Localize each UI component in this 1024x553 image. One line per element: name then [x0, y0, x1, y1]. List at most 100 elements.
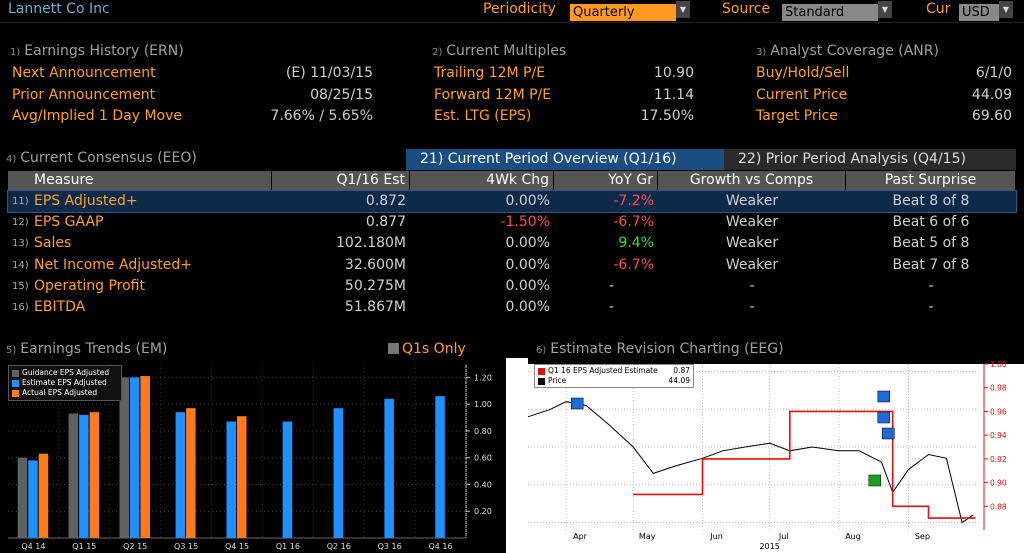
anr-label-1: Current Price: [756, 87, 848, 103]
chevron-down-icon: ▼: [878, 1, 892, 18]
trends-legend: Guidance EPS Adjusted Estimate EPS Adjus…: [8, 365, 122, 401]
bar-estimate: [282, 421, 293, 538]
table-row[interactable]: 14) Net Income Adjusted+ 32.600M 0.00% -…: [8, 255, 1016, 276]
currency-dropdown[interactable]: USD ▼: [959, 1, 1013, 21]
source-dropdown[interactable]: Standard ▼: [782, 1, 892, 21]
row-comps: Weaker: [725, 214, 779, 230]
row-surprise: Beat 7 of 8: [892, 257, 970, 273]
legend-item-estimate-line: Q1 16 EPS Adjusted Estimate 0.87: [538, 366, 690, 376]
anr-section-title[interactable]: 3) Analyst Coverage (ANR): [756, 43, 939, 59]
row-chg: 0.00%: [505, 235, 550, 251]
price-line: [527, 401, 974, 524]
row-index: 15): [12, 281, 29, 292]
tab-current-period[interactable]: 21) Current Period Overview (Q1/16): [406, 149, 724, 170]
bar-guidance: [17, 457, 28, 538]
x-tick-label: Aug: [845, 532, 861, 541]
ern-section-title[interactable]: 1) Earnings History (ERN): [10, 43, 184, 59]
anr-label-2: Target Price: [756, 108, 838, 124]
chevron-down-icon: ▼: [999, 1, 1013, 18]
trends-section-title[interactable]: 5) Earnings Trends (EM): [6, 341, 168, 357]
bar-estimate: [129, 377, 140, 538]
row-index: 13): [12, 238, 29, 249]
y-tick-label: 0.60: [474, 454, 492, 463]
tab-prior-period[interactable]: 22) Prior Period Analysis (Q4/15): [724, 149, 1016, 170]
row-measure: EPS GAAP: [34, 214, 104, 230]
row-yoy: -: [608, 278, 614, 294]
col-yoy-gr[interactable]: YoY Gr: [554, 171, 658, 190]
ern-label-0: Next Announcement: [12, 65, 156, 81]
header-divider: [0, 22, 1024, 23]
right-tick-label: 0.94: [990, 431, 1007, 440]
col-measure[interactable]: Measure: [8, 171, 272, 190]
multiples-label-1: Forward 12M P/E: [434, 87, 552, 103]
col-past-surprise[interactable]: Past Surprise: [846, 171, 1016, 190]
x-tick-label: Jun: [709, 532, 723, 541]
checkbox-icon: [388, 343, 399, 354]
row-comps: Weaker: [725, 193, 779, 209]
row-surprise: Beat 6 of 6: [892, 214, 970, 230]
event-marker-icon: [570, 397, 584, 410]
periodicity-value: Quarterly: [570, 4, 676, 21]
multiples-label-0: Trailing 12M P/E: [434, 65, 546, 81]
currency-value: USD: [959, 4, 999, 21]
row-comps: Weaker: [725, 235, 779, 251]
anr-value-2: 69.60: [971, 108, 1012, 124]
x-tick-label: Apr: [573, 532, 588, 541]
revision-section-title[interactable]: 6) Estimate Revision Charting (EEG): [536, 341, 784, 357]
bar-estimate: [333, 408, 344, 538]
table-row[interactable]: 11) EPS Adjusted+ 0.872 0.00% -7.2% Weak…: [7, 190, 1017, 213]
row-surprise: -: [928, 278, 934, 294]
multiples-label-2: Est. LTG (EPS): [434, 108, 532, 124]
right-axis-background: [980, 364, 1024, 530]
col-est[interactable]: Q1/16 Est: [272, 171, 410, 190]
row-surprise: Beat 5 of 8: [892, 235, 970, 251]
row-index: 16): [12, 302, 29, 313]
x-tick-label: May: [639, 532, 656, 541]
consensus-section-title[interactable]: 4) Current Consensus (EEO): [6, 150, 197, 166]
row-measure: EBITDA: [34, 299, 86, 315]
row-chg: 0.00%: [505, 278, 550, 294]
row-measure: Net Income Adjusted+: [34, 257, 192, 273]
table-row[interactable]: 15) Operating Profit 50.275M 0.00% - - -: [8, 276, 1016, 297]
table-row[interactable]: 13) Sales 102.180M 0.00% 9.4% Weaker Bea…: [8, 233, 1016, 254]
table-row[interactable]: 12) EPS GAAP 0.877 -1.50% -6.7% Weaker B…: [8, 212, 1016, 233]
row-surprise: Beat 8 of 8: [892, 193, 970, 209]
source-value: Standard: [782, 4, 878, 21]
bar-estimate: [226, 421, 236, 538]
multiples-value-0: 10.90: [653, 65, 694, 81]
y-tick-label: 1.20: [474, 373, 492, 382]
col-growth-vs-comps[interactable]: Growth vs Comps: [658, 171, 846, 190]
col-4wk-chg[interactable]: 4Wk Chg: [410, 171, 554, 190]
row-measure: Sales: [34, 235, 72, 251]
y-tick-label: 0.80: [474, 427, 492, 436]
bar-estimate: [384, 398, 394, 538]
source-label: Source: [722, 1, 771, 17]
right-tick-label: 0.98: [990, 384, 1007, 393]
row-yoy: -7.2%: [613, 193, 654, 209]
multiples-section-title[interactable]: 2) Current Multiples: [432, 43, 567, 59]
bar-actual: [186, 408, 196, 538]
row-index: 11): [12, 196, 29, 207]
event-marker-icon: [877, 390, 891, 403]
row-index: 14): [12, 260, 29, 271]
row-yoy: -6.7%: [613, 257, 654, 273]
right-tick-label: 0.92: [990, 455, 1007, 464]
multiples-value-1: 11.14: [653, 87, 694, 103]
event-marker-icon: [868, 474, 882, 487]
row-est: 102.180M: [336, 235, 406, 251]
estimate-line: [633, 410, 976, 519]
left-axis-background: [506, 358, 528, 530]
company-name: Lannett Co Inc: [8, 1, 110, 17]
x-tick-label: Q3 15: [174, 542, 198, 551]
right-tick-label: 1.00: [990, 360, 1007, 369]
x-tick-label: Q4 14: [21, 542, 45, 551]
table-row[interactable]: 16) EBITDA 51.867M 0.00% - - -: [8, 297, 1016, 318]
row-comps: -: [749, 299, 755, 315]
row-chg: 0.00%: [505, 299, 550, 315]
anr-value-1: 44.09: [971, 87, 1012, 103]
x-axis-background: [506, 530, 1024, 553]
periodicity-dropdown[interactable]: Quarterly ▼: [570, 1, 690, 21]
q1s-only-toggle[interactable]: Q1s Only: [388, 341, 466, 357]
row-index: 12): [12, 217, 29, 228]
row-measure: EPS Adjusted+: [34, 193, 138, 209]
